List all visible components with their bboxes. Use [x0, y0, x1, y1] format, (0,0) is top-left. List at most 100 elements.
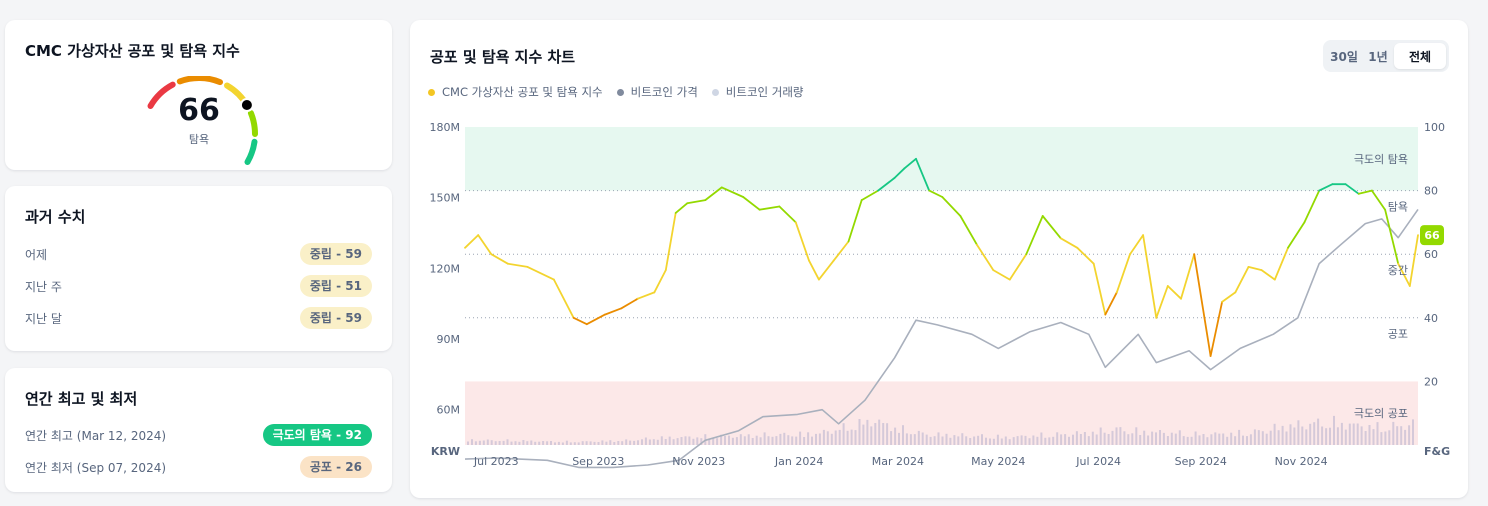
gauge-arc [147, 76, 258, 165]
volume-bar [1388, 430, 1391, 445]
fear-greed-line-segment [832, 240, 850, 262]
volume-bar [652, 439, 655, 445]
chart-legend: CMC 가상자산 공포 및 탐욕 지수 비트코인 가격 비트코인 거래량 [428, 84, 804, 100]
volume-bar [1289, 424, 1292, 445]
volume-bar [1340, 422, 1343, 445]
tab-1-year[interactable]: 1년 [1368, 49, 1388, 64]
historical-row-label: 지난 달 [25, 311, 62, 326]
zone-label: 극도의 탐욕 [1354, 153, 1408, 166]
volume-bar [664, 439, 667, 445]
y-left-tick-label: 90M [437, 333, 461, 346]
fear-greed-line-segment [1142, 234, 1158, 319]
volume-bar [1313, 422, 1316, 445]
volume-bar [720, 434, 723, 445]
volume-bar [728, 435, 730, 445]
volume-bar [471, 439, 473, 445]
volume-bar [1056, 432, 1059, 445]
volume-bar [783, 432, 786, 445]
volume-bar [1103, 432, 1106, 445]
fear-greed-line-segment [1180, 253, 1196, 300]
volume-bar [1329, 427, 1331, 445]
y-right-tick-label: 100 [1424, 121, 1445, 134]
volume-bar [1265, 433, 1268, 445]
volume-bar [668, 436, 671, 445]
fear-greed-line-segment [976, 243, 995, 272]
volume-bar [1178, 430, 1181, 445]
volume-bar [680, 437, 683, 445]
volume-bar [1064, 434, 1067, 445]
fear-greed-line-segment [794, 221, 810, 262]
yearly-title: 연간 최고 및 최저 [25, 390, 138, 408]
fear-greed-line-segment [720, 186, 745, 198]
status-badge: 공포 - 26 [299, 456, 372, 478]
volume-bar [1008, 439, 1011, 445]
volume-bar [735, 437, 738, 445]
volume-bar [502, 440, 505, 445]
fear-greed-line-segment [585, 313, 606, 326]
volume-bar [902, 425, 904, 445]
volume-bar [755, 435, 758, 445]
y-left-tick-label: 60M [437, 404, 461, 417]
tab-all[interactable]: 전체 [1394, 43, 1446, 69]
volume-bar [1249, 434, 1252, 445]
volume-bar [862, 424, 865, 445]
volume-bar [874, 423, 877, 445]
volume-bar [787, 435, 790, 445]
volume-bar [739, 434, 742, 445]
gauge-indicator [239, 98, 254, 112]
legend-item-btc-price[interactable]: 비트코인 가격 [616, 84, 698, 100]
volume-bar [1162, 432, 1165, 445]
fear-greed-line-segment [742, 196, 761, 211]
volume-bar [1325, 428, 1328, 445]
fear-greed-line-segment [1166, 285, 1182, 300]
fear-greed-line-segment [1155, 285, 1169, 319]
gauge-segment-extreme-greed [244, 138, 258, 165]
volume-bar [550, 441, 552, 445]
volume-bar [1372, 429, 1375, 445]
fear-greed-line-segment [1129, 234, 1144, 256]
volume-bar [676, 438, 679, 445]
volume-bar [597, 442, 600, 445]
volume-bar [1317, 418, 1320, 445]
yearly-row-label: 연간 최저 (Sep 07, 2024) [25, 460, 167, 475]
volume-bar [965, 436, 968, 445]
volume-bar [1083, 432, 1086, 445]
volume-bar [554, 442, 556, 445]
legend-item-fear-greed[interactable]: CMC 가상자산 공포 및 탐욕 지수 [428, 84, 603, 100]
fear-greed-line-segment [758, 205, 781, 211]
legend-item-btc-volume[interactable]: 비트코인 거래량 [711, 84, 804, 100]
volume-bar [467, 441, 469, 445]
volume-bar [747, 434, 750, 445]
fear-greed-line-segment [1303, 189, 1321, 224]
status-badge: 극도의 탐욕 - 92 [262, 424, 372, 446]
volume-bar [1190, 436, 1193, 445]
volume-bar [1297, 420, 1300, 445]
volume-bar [581, 441, 584, 445]
volume-bar [708, 438, 711, 445]
volume-bar [759, 437, 762, 445]
fear-greed-line-segment [464, 234, 480, 249]
volume-bar [1170, 432, 1173, 445]
yearly-row-label: 연간 최고 (Mar 12, 2024) [25, 428, 167, 443]
volume-bar [1004, 436, 1007, 445]
volume-bar [945, 433, 948, 445]
gauge-value: 66 [178, 93, 220, 128]
volume-bar [1396, 426, 1399, 445]
volume-bar [953, 435, 956, 445]
yearly-high-low-card: 연간 최고 및 최저 연간 최고 (Mar 12, 2024) 극도의 탐욕 -… [5, 368, 392, 492]
y-right-tick-label: 80 [1424, 185, 1438, 198]
volume-bar [1234, 436, 1237, 445]
volume-bar [1202, 434, 1205, 445]
volume-bar [751, 438, 754, 445]
volume-bar [1348, 423, 1351, 445]
volume-bar [1016, 436, 1019, 445]
x-tick-label: Nov 2023 [672, 455, 725, 468]
fear-greed-chart[interactable]: 180M 150M 120M 90M 60M KRW 100 80 60 40 20 F&G Jul 2… [410, 20, 1468, 498]
volume-bar [1301, 426, 1304, 445]
volume-bar [929, 436, 932, 445]
fear-greed-line-segment [915, 157, 931, 192]
volume-bar [1333, 415, 1335, 445]
tab-30-days[interactable]: 30일 [1330, 49, 1358, 64]
volume-bar [1072, 434, 1074, 445]
fear-greed-line-segment [847, 199, 863, 243]
